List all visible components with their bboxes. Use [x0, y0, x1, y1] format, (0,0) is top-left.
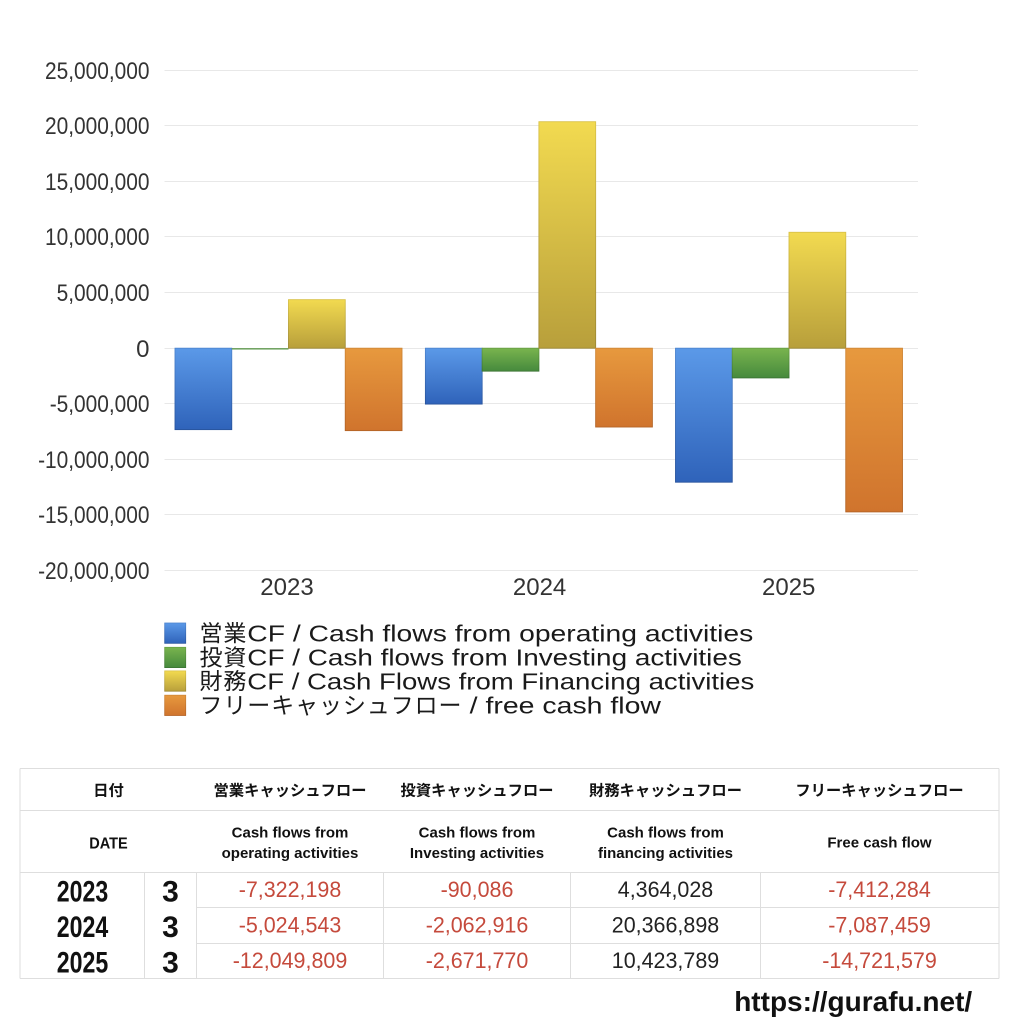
svg-text:-2,671,770: -2,671,770 [426, 948, 529, 973]
svg-text:5,000,000: 5,000,000 [57, 280, 150, 307]
svg-text:20,366,898: 20,366,898 [612, 913, 719, 938]
svg-text:2025: 2025 [762, 574, 815, 601]
svg-text:-7,412,284: -7,412,284 [828, 877, 931, 902]
svg-text:15,000,000: 15,000,000 [45, 169, 150, 196]
svg-text:10,000,000: 10,000,000 [45, 224, 150, 251]
svg-text:-5,000,000: -5,000,000 [50, 391, 150, 418]
svg-text:Free cash flow: Free cash flow [827, 835, 932, 852]
svg-text:2023: 2023 [57, 875, 109, 908]
svg-text:-10,000,000: -10,000,000 [38, 447, 149, 474]
svg-text:Cash flows from: Cash flows from [607, 825, 724, 842]
svg-text:20,000,000: 20,000,000 [45, 113, 150, 140]
svg-text:-2,062,916: -2,062,916 [426, 913, 529, 938]
svg-text:2024: 2024 [513, 574, 566, 601]
svg-text:3: 3 [162, 946, 179, 979]
svg-text:4,364,028: 4,364,028 [618, 877, 714, 902]
svg-text:CF / Cash flows from Investing: CF / Cash flows from Investing activitie… [247, 645, 742, 671]
svg-text:-20,000,000: -20,000,000 [38, 558, 149, 585]
svg-text:-90,086: -90,086 [441, 877, 514, 902]
svg-text:25,000,000: 25,000,000 [45, 58, 150, 85]
svg-text:-7,322,198: -7,322,198 [239, 877, 342, 902]
svg-text:-5,024,543: -5,024,543 [239, 913, 342, 938]
svg-text:0: 0 [136, 336, 149, 363]
svg-text:https://gurafu.net/: https://gurafu.net/ [734, 986, 972, 1017]
svg-text:/ free cash flow: / free cash flow [470, 693, 662, 719]
svg-text:-12,049,809: -12,049,809 [233, 948, 348, 973]
svg-text:CF / Cash flows from operating: CF / Cash flows from operating activitie… [247, 620, 753, 646]
svg-text:2024: 2024 [57, 911, 109, 944]
svg-text:3: 3 [162, 911, 179, 944]
svg-text:DATE: DATE [89, 836, 128, 853]
svg-text:financing activities: financing activities [598, 845, 733, 862]
svg-text:operating activities: operating activities [222, 845, 359, 862]
svg-text:3: 3 [162, 875, 179, 908]
svg-text:2023: 2023 [260, 574, 313, 601]
svg-text:10,423,789: 10,423,789 [612, 948, 719, 973]
svg-text:-15,000,000: -15,000,000 [38, 502, 149, 529]
svg-text:Cash flows from: Cash flows from [232, 825, 349, 842]
svg-text:Cash flows from: Cash flows from [419, 825, 536, 842]
svg-text:Investing activities: Investing activities [410, 845, 544, 862]
svg-text:-7,087,459: -7,087,459 [828, 913, 931, 938]
svg-text:-14,721,579: -14,721,579 [822, 948, 937, 973]
svg-text:CF / Cash Flows from Financing: CF / Cash Flows from Financing activitie… [247, 668, 754, 694]
svg-text:2025: 2025 [57, 946, 109, 979]
